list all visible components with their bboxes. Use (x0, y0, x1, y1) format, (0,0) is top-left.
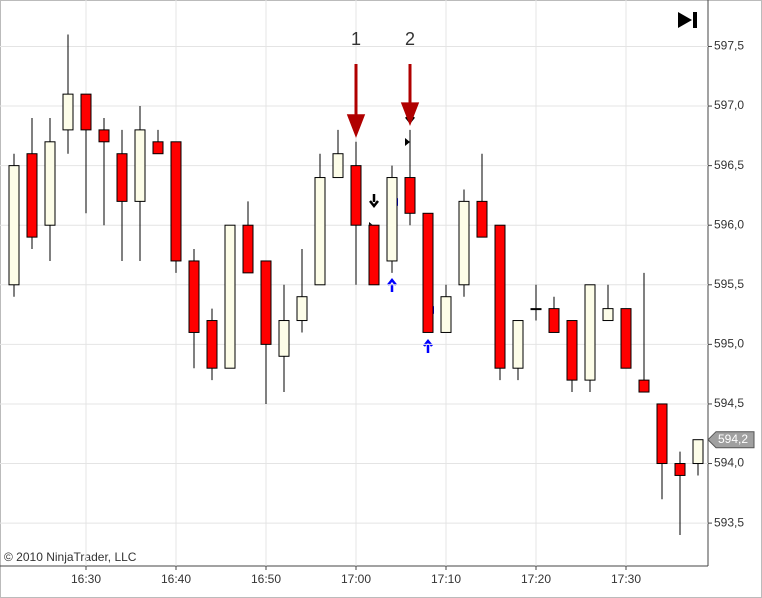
last-price-label: 594,2 (718, 432, 748, 446)
candle-body (602, 308, 614, 322)
candle-body (368, 224, 380, 286)
candle-body (224, 224, 236, 369)
candle-body (494, 224, 506, 369)
candle-body (566, 320, 578, 381)
candle-body (98, 129, 110, 143)
candle-body (476, 200, 488, 238)
candle-body (278, 320, 290, 357)
candle-body (350, 165, 362, 226)
candle-body (656, 403, 668, 465)
last-price-tag (707, 431, 755, 449)
play-icon[interactable] (678, 12, 692, 28)
annotation-arrow (400, 64, 420, 127)
candle-body (152, 141, 164, 155)
candle-body (8, 165, 20, 286)
y-tick-label: 595,5 (714, 277, 744, 291)
candle-body (44, 141, 56, 226)
candle-body (674, 463, 686, 476)
candle-body (512, 320, 524, 369)
candle-body (620, 308, 632, 369)
candle-body (206, 320, 218, 369)
x-tick-label: 17:30 (611, 572, 641, 586)
y-tick-label: 594,5 (714, 396, 744, 410)
annotation-label: 1 (351, 29, 361, 49)
y-tick-label: 597,5 (714, 39, 744, 53)
candle-body (584, 284, 596, 381)
candle-body (440, 296, 452, 333)
sell-signal (369, 194, 379, 209)
marker (405, 138, 410, 146)
annotation-arrow (346, 64, 366, 138)
candle-body (548, 308, 560, 333)
jump-to-end-icon[interactable] (678, 12, 697, 28)
copyright: © 2010 NinjaTrader, LLC (4, 550, 137, 564)
candle-body (260, 260, 272, 345)
y-tick-label: 596,0 (714, 217, 744, 231)
y-tick-label: 595,0 (714, 337, 744, 351)
candle-body (386, 177, 398, 262)
candle-body (242, 224, 254, 274)
y-tick-label: 594,0 (714, 456, 744, 470)
x-tick-label: 16:30 (71, 572, 101, 586)
x-tick-label: 16:40 (161, 572, 191, 586)
y-tick-label: 593,5 (714, 515, 744, 529)
x-tick-label: 17:20 (521, 572, 551, 586)
candle-body (422, 212, 434, 333)
candle-body (638, 379, 650, 393)
y-tick-label: 597,0 (714, 98, 744, 112)
candle-body (458, 200, 470, 286)
candle-body (170, 141, 182, 262)
plot: 593,5 594,0 594,5 595,0 595,5 596,0 596,5 597,0… (0, 0, 755, 586)
candle-body (116, 153, 128, 202)
y-tick-label: 596,5 (714, 158, 744, 172)
candle-body (188, 260, 200, 333)
candle-body (314, 177, 326, 286)
x-tick-label: 17:00 (341, 572, 371, 586)
candle-body (404, 177, 416, 214)
x-tick-label: 17:10 (431, 572, 461, 586)
buy-signal (387, 277, 397, 292)
candle-body (332, 153, 344, 179)
candle-body (692, 439, 704, 465)
annotation-label: 2 (405, 29, 415, 49)
candle-body (134, 129, 146, 202)
candle-body (80, 93, 92, 131)
x-tick-label: 16:50 (251, 572, 281, 586)
candle-body (62, 93, 74, 131)
candle-body (296, 296, 308, 322)
end-icon[interactable] (693, 12, 697, 28)
candle-body (530, 308, 542, 311)
candle-body (26, 153, 38, 238)
